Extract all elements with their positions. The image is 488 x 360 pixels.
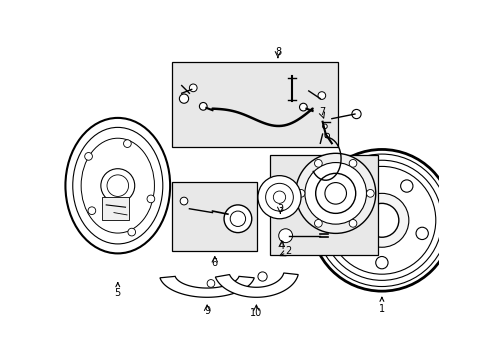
Circle shape — [257, 176, 301, 219]
Circle shape — [199, 103, 207, 110]
Text: 9: 9 — [203, 306, 210, 316]
Circle shape — [295, 153, 375, 233]
Circle shape — [324, 183, 346, 204]
Circle shape — [278, 229, 292, 243]
Circle shape — [400, 180, 412, 192]
Text: 3: 3 — [277, 204, 283, 214]
Circle shape — [180, 197, 187, 205]
Circle shape — [375, 256, 387, 269]
Circle shape — [351, 109, 360, 119]
Text: 4: 4 — [278, 241, 285, 251]
Circle shape — [128, 228, 135, 236]
Circle shape — [317, 92, 325, 99]
Circle shape — [299, 103, 306, 111]
Circle shape — [305, 163, 366, 224]
Circle shape — [179, 94, 188, 103]
Text: 1: 1 — [378, 297, 384, 314]
Circle shape — [189, 84, 197, 92]
Bar — [172, 62, 337, 147]
Circle shape — [322, 124, 326, 129]
Polygon shape — [160, 276, 254, 297]
Circle shape — [84, 153, 92, 160]
Circle shape — [107, 175, 128, 197]
Text: 10: 10 — [250, 308, 262, 318]
Circle shape — [314, 220, 322, 227]
Text: 8: 8 — [274, 48, 281, 58]
Circle shape — [88, 207, 96, 215]
Text: 7: 7 — [318, 108, 325, 117]
Circle shape — [348, 159, 356, 167]
Circle shape — [265, 183, 293, 211]
Circle shape — [230, 211, 245, 226]
Circle shape — [315, 173, 355, 213]
Circle shape — [257, 272, 266, 281]
Circle shape — [314, 159, 322, 167]
Circle shape — [123, 140, 131, 148]
Bar — [172, 182, 257, 251]
Circle shape — [364, 203, 398, 237]
Text: 2: 2 — [284, 246, 290, 256]
Circle shape — [354, 193, 408, 247]
Bar — [270, 155, 377, 255]
Circle shape — [101, 169, 135, 203]
Circle shape — [350, 180, 363, 192]
Circle shape — [297, 189, 305, 197]
Circle shape — [324, 133, 329, 138]
Bar — [102, 197, 129, 220]
Polygon shape — [215, 273, 298, 297]
Text: 6: 6 — [211, 258, 218, 267]
Circle shape — [273, 191, 285, 203]
Circle shape — [224, 205, 251, 233]
Circle shape — [348, 220, 356, 227]
Circle shape — [415, 227, 427, 239]
Circle shape — [335, 227, 347, 239]
Circle shape — [147, 195, 154, 203]
Circle shape — [207, 280, 214, 287]
Circle shape — [366, 189, 373, 197]
Text: 5: 5 — [114, 283, 121, 298]
